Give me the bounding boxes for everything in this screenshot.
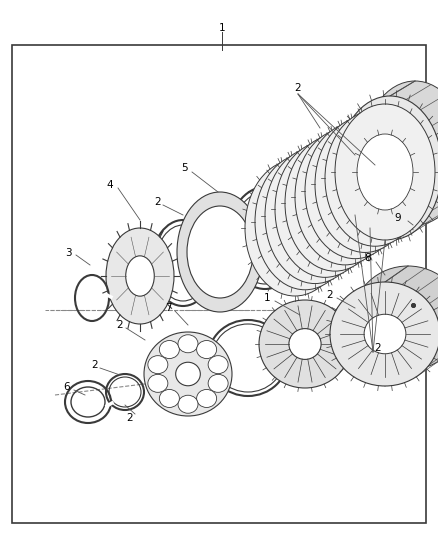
Text: 6: 6 [64,382,71,392]
Ellipse shape [330,308,390,364]
Ellipse shape [277,184,333,260]
Ellipse shape [327,152,383,229]
Ellipse shape [255,154,355,290]
Ellipse shape [317,159,373,235]
Ellipse shape [275,141,375,277]
Ellipse shape [330,282,438,386]
Text: 2: 2 [327,290,333,300]
Ellipse shape [106,228,174,324]
Ellipse shape [208,320,288,396]
Ellipse shape [363,81,438,225]
Ellipse shape [338,96,438,240]
Ellipse shape [325,110,425,246]
Ellipse shape [212,324,284,392]
Ellipse shape [148,356,168,374]
Ellipse shape [208,356,228,374]
Text: 4: 4 [107,180,113,190]
Ellipse shape [178,395,198,413]
Ellipse shape [307,165,363,241]
Ellipse shape [297,171,353,247]
Ellipse shape [159,390,180,407]
Ellipse shape [335,104,435,240]
Text: 2: 2 [127,413,133,423]
Text: 1: 1 [219,23,225,33]
Text: 1: 1 [264,293,270,303]
Text: 2: 2 [155,197,161,207]
Ellipse shape [285,135,385,271]
Ellipse shape [232,192,298,284]
Ellipse shape [364,314,406,354]
Ellipse shape [295,129,395,265]
Ellipse shape [265,148,365,284]
Ellipse shape [197,341,217,359]
Ellipse shape [148,374,168,392]
Ellipse shape [197,390,217,407]
Ellipse shape [152,220,214,306]
Ellipse shape [326,304,394,368]
Ellipse shape [267,190,323,266]
Ellipse shape [357,134,413,210]
Ellipse shape [228,187,302,289]
Ellipse shape [159,341,180,359]
Text: 7: 7 [165,303,171,313]
Ellipse shape [177,192,263,312]
Text: 9: 9 [395,213,401,223]
Ellipse shape [347,140,403,216]
Bar [12,45,426,523]
Text: 2: 2 [117,320,124,330]
Ellipse shape [353,266,438,370]
Ellipse shape [208,374,228,392]
Ellipse shape [126,256,154,296]
Ellipse shape [245,160,345,296]
Ellipse shape [144,332,232,416]
Text: 3: 3 [65,248,71,258]
Text: 8: 8 [365,253,371,263]
Ellipse shape [156,225,210,301]
Ellipse shape [259,300,351,388]
Ellipse shape [287,177,343,254]
Ellipse shape [178,335,198,353]
Ellipse shape [176,362,200,386]
Ellipse shape [305,123,405,259]
Text: 5: 5 [182,163,188,173]
Ellipse shape [364,132,416,204]
Text: 2: 2 [374,343,381,353]
Ellipse shape [187,206,253,298]
Ellipse shape [289,329,321,359]
Text: 2: 2 [92,360,98,370]
Ellipse shape [337,147,393,222]
Text: 2: 2 [295,83,301,93]
Ellipse shape [315,116,415,253]
